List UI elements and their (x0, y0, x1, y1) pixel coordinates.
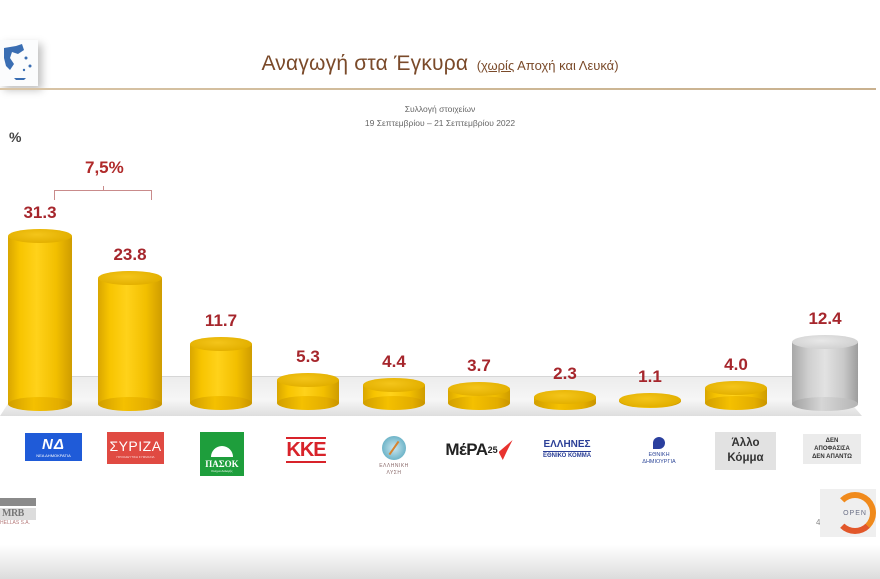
bar-value-label: 11.7 (204, 311, 238, 331)
greece-map-icon (0, 40, 38, 86)
bar-value-label: 2.3 (553, 364, 577, 384)
sun-icon (211, 446, 233, 457)
logo-nd-subtext: ΝΕΑ ΔΗΜΟΚΡΑΤΙΑ (36, 453, 71, 458)
logo-ellisi-line1: ΕΛΛΗΝΙΚΗ (379, 462, 409, 469)
chart-floor-edge (26, 376, 826, 377)
logo-ellines-subtext: ΕΘΝΙΚΟ ΚΟΜΜΑ (542, 452, 592, 459)
logo-edim-line1: ΕΘΝΙΚΗ (648, 451, 670, 458)
bottom-fade (0, 545, 880, 579)
logo-edim-line2: ΔΗΜΙΟΥΡΓΙΑ (642, 458, 676, 465)
title-paren: ( (476, 58, 482, 73)
logo-mera-text: ΜέΡΑ (445, 440, 488, 459)
logo-nd: ΝΔ ΝΕΑ ΔΗΜΟΚΡΑΤΙΑ (25, 433, 82, 461)
gap-annotation: 7,5% (85, 158, 124, 177)
pollster-name: MRB (0, 508, 36, 520)
collection-dates: 19 Σεπτεμβρίου – 21 Σεπτεμβρίου 2022 (364, 118, 516, 128)
label-undecided-line2: ΑΠΟΦΑΣΙΣΑ (814, 446, 850, 452)
title-underlined: χωρίς (481, 58, 515, 73)
logo-syriza-subtext: ΠΡΟΟΔΕΥΤΙΚΗ ΣΥΜΜΑΧΙΑ (116, 455, 155, 459)
bar-value-label: 31.3 (23, 202, 57, 222)
logo-kke-text: ΚΚΕ (286, 437, 327, 463)
bar-value-label: 23.8 (113, 244, 147, 264)
logo-pasok: ΠΑΣΟΚ Κίνημα Αλλαγής (200, 432, 244, 476)
bar-10 (792, 334, 858, 411)
label-other-line2: Κόμμα (727, 452, 764, 464)
logo-mera25: ΜέΡΑ 25 (440, 436, 518, 464)
bar-value-label: 4.4 (382, 352, 406, 372)
label-other-party: Άλλο Κόμμα (715, 432, 776, 470)
label-undecided-line3: ΔΕΝ ΑΠΑΝΤΩ (812, 454, 852, 460)
title-qualifier: (χωρίς Αποχή και Λευκά) (477, 58, 619, 73)
emblem-icon (653, 436, 665, 449)
pollster-subtitle: HELLAS S.A. (0, 520, 31, 526)
logo-syriza-text: ΣΥΡΙΖΑ (109, 438, 162, 454)
logo-nd-text: ΝΔ (42, 436, 65, 453)
logo-elliniki-lysi: ΕΛΛΗΝΙΚΗ ΛΥΣΗ (370, 433, 418, 479)
channel-logo: OPEN (820, 489, 876, 537)
header-divider (0, 88, 876, 90)
label-undecided-line1: ΔΕΝ (825, 438, 839, 444)
logo-ellisi-line2: ΛΥΣΗ (386, 469, 402, 476)
bar-5 (363, 378, 425, 410)
page-number: 4 (816, 518, 821, 527)
bar-1 (8, 228, 72, 411)
collection-label: Συλλογή στοιχείων (404, 104, 476, 114)
channel-name: OPEN (843, 509, 867, 517)
logo-pasok-text: ΠΑΣΟΚ (205, 459, 239, 469)
bar-value-label: 4.0 (724, 354, 748, 374)
logo-ellines: ΕΛΛΗΝΕΣ ΕΘΝΙΚΟ ΚΟΜΜΑ (536, 436, 598, 462)
title-main: Αναγωγή στα Έγκυρα (261, 52, 469, 75)
ring-icon (834, 492, 876, 534)
bar-4 (277, 373, 339, 410)
gap-bracket (54, 186, 152, 200)
bar-value-label: 5.3 (296, 347, 320, 367)
logo-pasok-subtext: Κίνημα Αλλαγής (211, 469, 233, 473)
bar-6 (448, 382, 510, 410)
logo-syriza: ΣΥΡΙΖΑ ΠΡΟΟΔΕΥΤΙΚΗ ΣΥΜΜΑΧΙΑ (107, 432, 164, 464)
compass-emblem-icon (382, 435, 406, 460)
bar-3 (190, 337, 252, 410)
chart-title: Αναγωγή στα Έγκυρα (χωρίς Αποχή και Λευκ… (0, 52, 880, 76)
logo-ethniki-dimiourgia: ΕΘΝΙΚΗ ΔΗΜΙΟΥΡΓΙΑ (632, 432, 686, 470)
title-rest: Αποχή και Λευκά) (514, 58, 619, 73)
bar-2 (98, 270, 162, 411)
label-other-line1: Άλλο (731, 437, 760, 449)
bird-wing-icon (498, 440, 513, 460)
pollster-logo: MRB HELLAS S.A. (0, 498, 36, 527)
collection-period: Συλλογή στοιχείων 19 Σεπτεμβρίου – 21 Σε… (0, 102, 880, 130)
bar-8 (619, 393, 681, 408)
logo-mera-num: 25 (487, 445, 498, 455)
bar-7 (534, 390, 596, 410)
bar-9 (705, 380, 767, 410)
unit-label: % (9, 129, 22, 145)
bar-value-label: 12.4 (808, 308, 842, 328)
logo-ellines-text: ΕΛΛΗΝΕΣ (543, 438, 591, 452)
bar-value-label: 3.7 (467, 356, 491, 376)
logo-kke: ΚΚΕ (280, 433, 332, 467)
label-undecided: ΔΕΝ ΑΠΟΦΑΣΙΣΑ ΔΕΝ ΑΠΑΝΤΩ (803, 434, 861, 464)
bar-value-label: 1.1 (638, 367, 662, 386)
